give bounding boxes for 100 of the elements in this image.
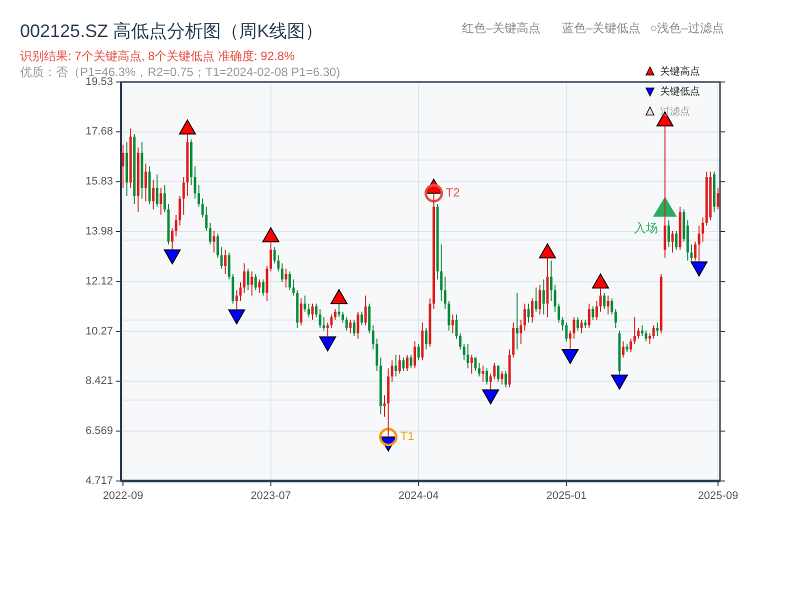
text: 蓝色–关键低点 <box>562 21 641 36</box>
candlestick <box>470 354 473 374</box>
point <box>330 289 348 304</box>
candlestick <box>364 295 367 326</box>
candlestick <box>656 322 659 337</box>
candlestick <box>668 220 670 248</box>
candlestick <box>390 360 394 382</box>
candlestick <box>345 316 348 332</box>
y-tick-label: 8.421 <box>85 375 113 388</box>
candlestick <box>558 303 560 324</box>
candlestick <box>334 308 336 320</box>
candlestick <box>398 354 401 374</box>
candlestick <box>300 298 302 326</box>
candlestick <box>523 303 526 332</box>
point <box>178 119 196 134</box>
data-label: 入场 <box>634 220 658 235</box>
candlestick <box>292 278 295 296</box>
candlestick <box>410 354 412 369</box>
legend-label: 过滤点 <box>660 106 690 118</box>
candlestick <box>205 206 208 232</box>
candlestick <box>315 303 318 318</box>
candlestick <box>648 332 652 345</box>
candlestick <box>262 278 264 296</box>
candlestick <box>406 354 408 372</box>
candlestick <box>459 332 462 350</box>
candlestick <box>144 163 147 202</box>
candlestick <box>273 246 276 264</box>
candlestick <box>493 362 496 380</box>
point <box>610 374 628 390</box>
y-tick-label: 10.27 <box>85 325 113 338</box>
candlestick <box>606 295 610 315</box>
candlestick <box>500 370 504 385</box>
point <box>228 309 246 324</box>
candlestick <box>554 284 556 312</box>
candlestick <box>163 184 166 213</box>
candlestick <box>671 230 674 254</box>
candlestick <box>622 340 624 358</box>
x-tick-label: 2022-09 <box>102 490 144 502</box>
candlestick <box>482 365 484 382</box>
candlestick <box>304 295 306 312</box>
candlestick <box>156 174 158 208</box>
candlestick <box>152 179 155 210</box>
candlestick <box>478 362 480 377</box>
candlestick <box>440 244 443 302</box>
candlestick <box>588 303 590 328</box>
point <box>562 348 579 364</box>
candlestick <box>288 270 291 291</box>
y-tick-label: 15.83 <box>85 176 113 188</box>
candlestick <box>280 262 284 283</box>
candlestick <box>448 300 450 332</box>
candlestick <box>698 225 700 262</box>
candlestick <box>610 298 614 315</box>
candlestick <box>402 357 405 372</box>
candlestick <box>534 287 538 312</box>
candlestick <box>451 314 454 334</box>
candlestick <box>330 314 333 328</box>
candlestick <box>182 176 185 216</box>
candlestick <box>516 292 518 350</box>
candlestick <box>178 195 182 226</box>
candlestick <box>592 306 594 320</box>
candlestick <box>520 319 522 345</box>
y-tick-label: 13.98 <box>85 225 113 238</box>
candlestick <box>318 308 322 328</box>
legend-label: 关键高点 <box>660 66 700 78</box>
candlestick <box>444 276 446 310</box>
candlestick <box>637 327 640 340</box>
candlestick <box>356 311 360 340</box>
candlestick <box>568 330 572 350</box>
candlestick <box>254 274 257 291</box>
candlestick <box>277 254 280 272</box>
candlestick <box>307 303 310 318</box>
candlestick <box>414 340 416 369</box>
candlestick <box>376 338 378 372</box>
candlestick <box>576 316 580 332</box>
y-tick-label: 17.68 <box>85 126 113 138</box>
x-tick-label: 2025-01 <box>546 490 587 502</box>
candlestick <box>504 370 508 388</box>
candlestick <box>702 216 704 242</box>
candlestick <box>360 311 363 326</box>
candlestick <box>174 214 178 237</box>
candlestick <box>250 270 254 296</box>
y-tick-label: 19.53 <box>85 76 113 88</box>
candlestick <box>614 308 617 328</box>
text: 红色–关键高点 <box>462 21 541 36</box>
candlestick <box>489 373 492 390</box>
candlestick <box>270 241 272 272</box>
x-tick-label: 2023-07 <box>250 490 291 502</box>
candlestick <box>228 252 230 280</box>
chart-title: 002125.SZ 高低点分析图（周K线图） <box>20 20 324 41</box>
candlestick <box>224 249 227 275</box>
candlestick <box>595 300 598 320</box>
point <box>690 261 708 276</box>
candlestick <box>486 368 488 385</box>
candlestick <box>338 303 340 318</box>
point <box>482 389 500 404</box>
candlestick <box>349 319 352 334</box>
point <box>262 227 280 242</box>
candlestick <box>201 198 204 218</box>
point <box>538 243 556 258</box>
candlestick <box>561 316 564 332</box>
